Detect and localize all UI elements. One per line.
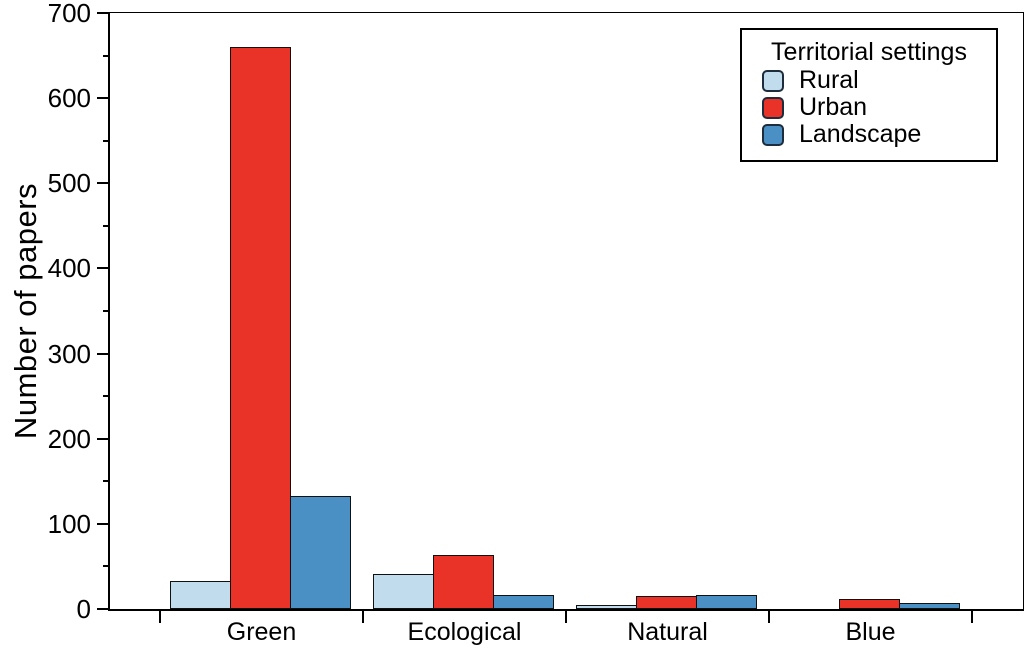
y-minor-tick xyxy=(103,565,110,568)
bar-landscape-green xyxy=(290,496,351,609)
x-tick xyxy=(565,611,567,623)
x-tick xyxy=(362,611,364,623)
x-tick xyxy=(768,611,770,623)
y-minor-tick xyxy=(103,139,110,142)
bar-rural-natural xyxy=(576,605,637,609)
x-tick xyxy=(159,611,161,623)
legend-swatch-rural xyxy=(762,69,784,92)
legend-label: Urban xyxy=(799,93,868,121)
x-category-label: Green xyxy=(226,618,297,646)
legend-swatch-urban xyxy=(762,96,784,119)
legend-title: Territorial settings xyxy=(771,38,967,66)
y-tick-label: 200 xyxy=(47,423,91,454)
y-tick-label: 400 xyxy=(47,253,91,284)
legend-box: Territorial settings Rural Urban Landscape xyxy=(740,28,998,162)
y-minor-tick xyxy=(103,310,110,312)
y-tick-label: 100 xyxy=(47,508,91,539)
bar-landscape-natural xyxy=(696,595,757,609)
x-category-label: Natural xyxy=(627,618,708,646)
bar-urban-natural xyxy=(636,596,697,609)
y-major-tick xyxy=(97,12,110,14)
legend-label: Rural xyxy=(799,66,859,94)
y-tick-label: 0 xyxy=(76,594,91,624)
bar-urban-blue xyxy=(839,599,900,609)
legend-items: Rural Urban Landscape xyxy=(742,66,996,148)
y-tick-label: 300 xyxy=(47,338,91,369)
bar-rural-green xyxy=(170,581,231,609)
y-tick-label: 600 xyxy=(47,83,91,114)
y-major-tick xyxy=(97,522,110,525)
y-axis-title: Number of papers xyxy=(8,182,43,440)
legend-item-landscape: Landscape xyxy=(742,120,996,148)
y-tick-label: 700 xyxy=(47,0,91,28)
bar-rural-ecological xyxy=(373,574,434,609)
y-tick-label: 500 xyxy=(47,168,91,199)
y-minor-tick xyxy=(103,480,110,483)
y-minor-tick xyxy=(103,224,110,227)
y-major-tick xyxy=(97,97,110,100)
legend-swatch-landscape xyxy=(762,123,784,146)
y-major-tick xyxy=(97,267,110,270)
y-major-tick xyxy=(97,437,110,440)
bar-urban-green xyxy=(230,47,291,609)
x-category-label: Blue xyxy=(845,618,896,646)
legend-item-rural: Rural xyxy=(742,66,996,94)
x-tick xyxy=(971,611,973,623)
bar-urban-ecological xyxy=(433,555,494,609)
y-major-tick xyxy=(97,608,110,610)
x-category-label: Ecological xyxy=(407,618,522,646)
y-major-tick xyxy=(97,352,110,355)
y-minor-tick xyxy=(103,395,110,398)
bar-landscape-ecological xyxy=(493,595,554,609)
y-minor-tick xyxy=(103,54,110,57)
bar-landscape-blue xyxy=(899,603,960,609)
y-major-tick xyxy=(97,182,110,185)
legend-item-urban: Urban xyxy=(742,93,996,121)
legend-label: Landscape xyxy=(799,120,922,148)
